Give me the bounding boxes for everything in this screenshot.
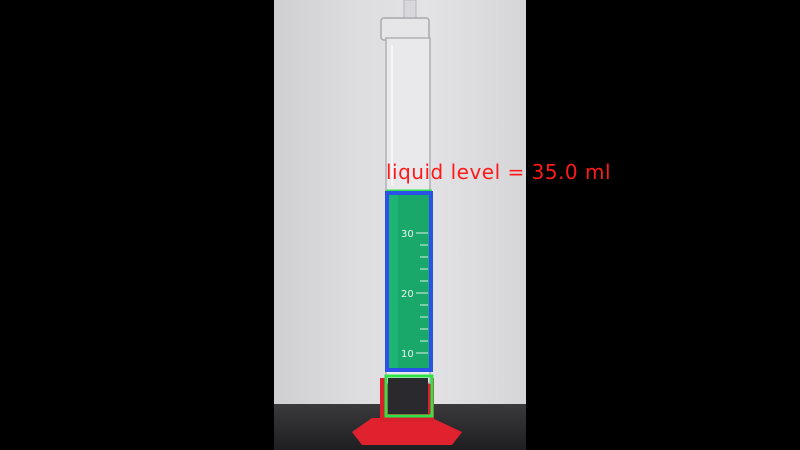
scale-label-20: 20 (401, 289, 414, 300)
scale-label-10: 10 (401, 349, 414, 360)
cylinder-rim (380, 17, 430, 41)
liquid-level-label: liquid level = 35.0 ml (386, 160, 612, 184)
scale-label-30: 30 (401, 229, 414, 240)
base-detection-box (384, 374, 434, 418)
cylinder-bottom-chamber (388, 378, 428, 414)
liquid-highlight (388, 193, 398, 370)
cylinder-base (352, 418, 462, 445)
graduation-ticks (416, 232, 428, 354)
liquid-detection-box (385, 191, 433, 372)
cylinder-spout (403, 0, 417, 21)
